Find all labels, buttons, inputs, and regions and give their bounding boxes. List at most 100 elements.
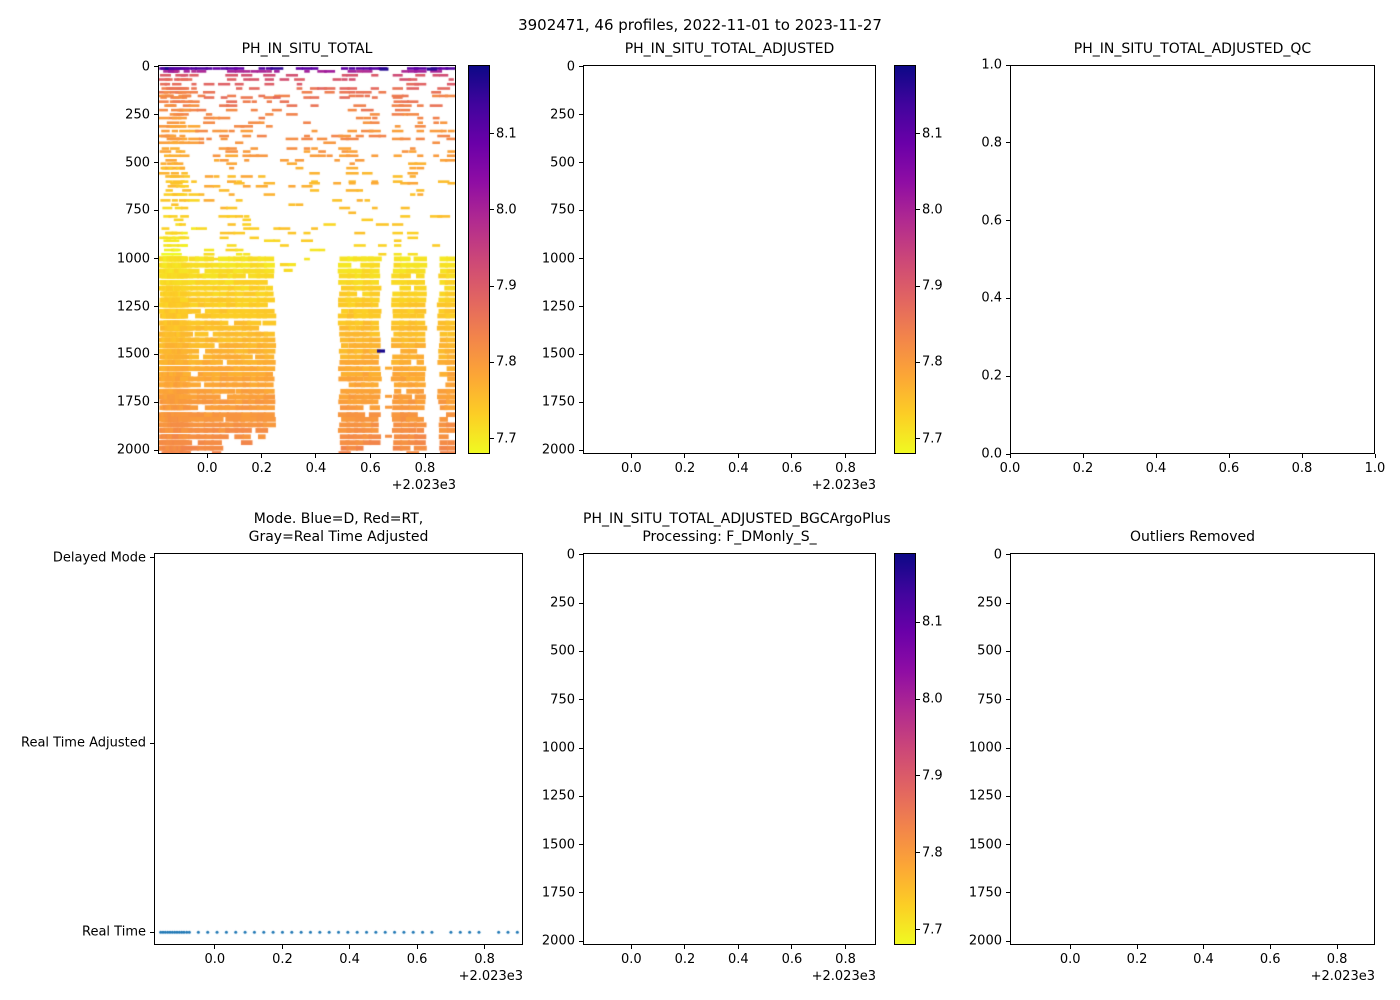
y-tick-mark bbox=[1006, 602, 1010, 604]
y-tick-label: 1500 bbox=[541, 346, 575, 362]
colorbar-tick-mark bbox=[916, 285, 920, 287]
x-tick-mark bbox=[1009, 454, 1011, 458]
y-tick-label: 0 bbox=[993, 547, 1002, 563]
y-tick-label: 500 bbox=[125, 155, 150, 171]
y-tick-mark bbox=[1006, 747, 1010, 749]
y-tick-mark bbox=[154, 449, 158, 451]
y-tick-mark bbox=[579, 844, 583, 846]
x-tick-label: 0.2 bbox=[674, 952, 696, 967]
x-tick-label: 0.4 bbox=[305, 461, 327, 476]
x-tick-label: 0.4 bbox=[1193, 952, 1214, 967]
y-tick-mark bbox=[1006, 142, 1010, 144]
colorbar-tick-label: 8.0 bbox=[922, 691, 943, 707]
x-tick-mark bbox=[630, 454, 632, 458]
plot-canvas bbox=[159, 66, 455, 453]
x-tick-label: 0.6 bbox=[781, 461, 803, 476]
colorbar bbox=[468, 65, 490, 454]
x-tick-mark bbox=[484, 945, 486, 949]
plot-title: Mode. Blue=D, Red=RT, Gray=Real Time Adj… bbox=[248, 511, 429, 545]
x-tick-label: 0.8 bbox=[835, 461, 856, 476]
colorbar-tick-label: 8.1 bbox=[922, 614, 943, 630]
y-tick-label: 2000 bbox=[116, 442, 150, 458]
plot-axes bbox=[583, 65, 876, 454]
plot-canvas bbox=[584, 66, 875, 453]
x-tick-label: 0.6 bbox=[781, 952, 803, 967]
y-tick-label: 1750 bbox=[968, 885, 1002, 901]
y-tick-mark bbox=[154, 353, 158, 355]
colorbar-tick-label: 7.7 bbox=[496, 431, 517, 447]
y-tick-label: 1500 bbox=[968, 837, 1002, 853]
x-tick-mark bbox=[791, 945, 793, 949]
colorbar-tick-mark bbox=[916, 852, 920, 854]
x-axis-offset-label: +2.023e3 bbox=[811, 969, 876, 984]
y-tick-mark bbox=[154, 162, 158, 164]
y-tick-mark bbox=[1006, 453, 1010, 455]
y-tick-mark bbox=[579, 795, 583, 797]
y-tick-mark bbox=[1006, 699, 1010, 701]
x-tick-mark bbox=[1082, 454, 1084, 458]
y-tick-label: 0.4 bbox=[981, 290, 1002, 306]
x-tick-label: 0.6 bbox=[1259, 952, 1281, 967]
x-tick-mark bbox=[1155, 454, 1157, 458]
colorbar-tick-label: 7.9 bbox=[496, 278, 517, 294]
y-tick-mark bbox=[579, 892, 583, 894]
x-axis-offset-label: +2.023e3 bbox=[1310, 969, 1375, 984]
y-tick-label: 0.2 bbox=[981, 368, 1002, 384]
y-tick-label: 2000 bbox=[968, 933, 1002, 949]
colorbar-tick-mark bbox=[916, 133, 920, 135]
x-tick-label: 0.8 bbox=[474, 952, 495, 967]
y-tick-mark bbox=[154, 114, 158, 116]
x-tick-label: 0.4 bbox=[727, 952, 749, 967]
y-tick-mark bbox=[1006, 892, 1010, 894]
colorbar-tick-mark bbox=[490, 209, 494, 211]
x-tick-label: 0.0 bbox=[1059, 952, 1081, 967]
x-tick-label: 0.2 bbox=[1072, 461, 1094, 476]
plot-axes bbox=[154, 553, 523, 945]
y-tick-label: 0.6 bbox=[981, 213, 1002, 229]
plot-title: PH_IN_SITU_TOTAL_ADJUSTED_BGCArgoPlus Pr… bbox=[583, 511, 891, 545]
x-tick-label: 0.4 bbox=[1145, 461, 1167, 476]
x-tick-mark bbox=[684, 945, 686, 949]
y-tick-label: 1750 bbox=[541, 394, 575, 410]
y-tick-label: 1750 bbox=[541, 885, 575, 901]
y-tick-mark bbox=[154, 66, 158, 68]
x-tick-label: 0.2 bbox=[251, 461, 273, 476]
y-tick-label: 1500 bbox=[541, 837, 575, 853]
x-tick-label: 0.6 bbox=[1218, 461, 1240, 476]
y-tick-label: 250 bbox=[550, 107, 575, 123]
plot-title: Outliers Removed bbox=[1130, 529, 1255, 545]
x-tick-label: 0.0 bbox=[196, 461, 218, 476]
x-tick-label: 0.0 bbox=[999, 461, 1021, 476]
plot-axes bbox=[158, 65, 456, 454]
y-tick-mark bbox=[579, 353, 583, 355]
colorbar-tick-label: 7.9 bbox=[922, 278, 943, 294]
x-tick-mark bbox=[349, 945, 351, 949]
y-tick-mark bbox=[1006, 554, 1010, 556]
y-tick-mark bbox=[579, 650, 583, 652]
figure-title: 3902471, 46 profiles, 2022-11-01 to 2023… bbox=[518, 16, 882, 34]
y-tick-label: 0 bbox=[566, 59, 575, 75]
x-tick-label: 0.6 bbox=[406, 952, 428, 967]
y-tick-mark bbox=[579, 940, 583, 942]
y-tick-mark bbox=[154, 401, 158, 403]
colorbar-tick-label: 7.9 bbox=[922, 768, 943, 784]
y-tick-label: 2000 bbox=[541, 442, 575, 458]
y-tick-label: Real Time Adjusted bbox=[21, 735, 146, 751]
x-tick-mark bbox=[630, 945, 632, 949]
x-tick-mark bbox=[791, 454, 793, 458]
plot-axes bbox=[1010, 553, 1375, 945]
plot-canvas bbox=[584, 554, 875, 944]
x-tick-label: 0.2 bbox=[1126, 952, 1148, 967]
y-tick-mark bbox=[150, 557, 154, 559]
y-tick-label: 1250 bbox=[116, 299, 150, 315]
colorbar-tick-label: 8.1 bbox=[496, 126, 517, 142]
x-tick-mark bbox=[1069, 945, 1071, 949]
y-tick-mark bbox=[579, 699, 583, 701]
y-tick-label: 1500 bbox=[116, 346, 150, 362]
x-axis-offset-label: +2.023e3 bbox=[391, 478, 456, 493]
plot-canvas bbox=[1011, 554, 1374, 944]
x-tick-label: 0.4 bbox=[727, 461, 749, 476]
colorbar-tick-mark bbox=[490, 133, 494, 135]
x-axis-offset-label: +2.023e3 bbox=[811, 478, 876, 493]
